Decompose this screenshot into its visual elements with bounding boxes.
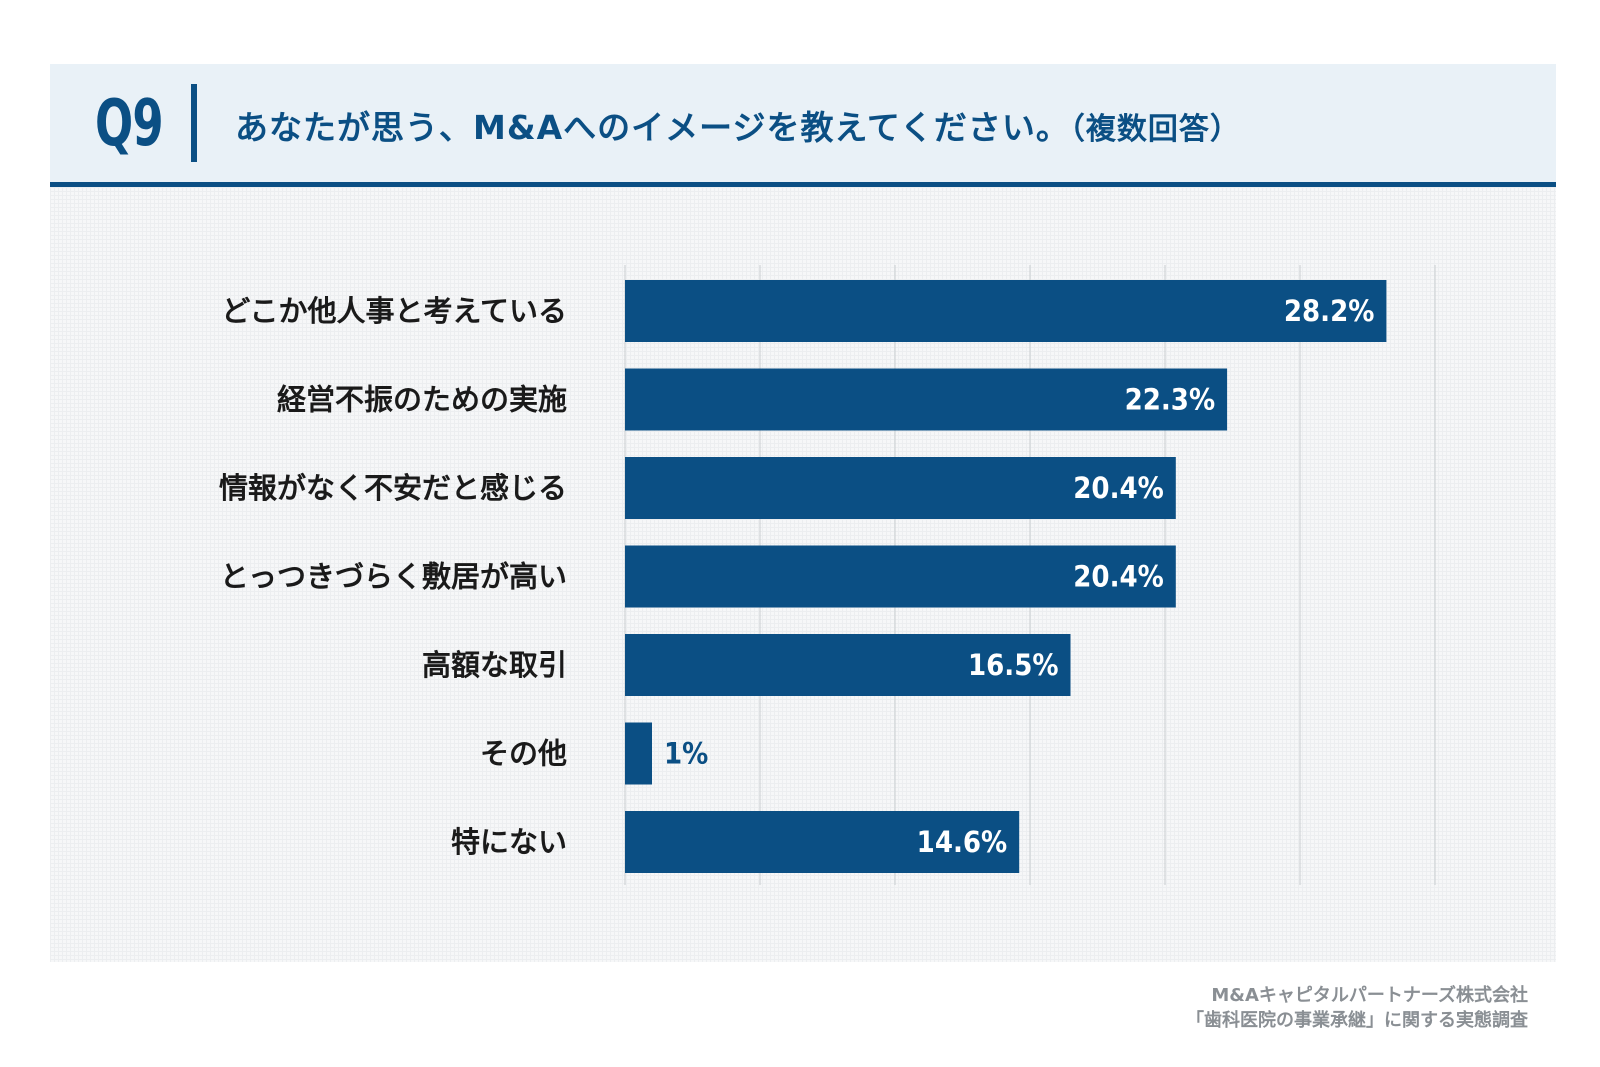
value-label: 1% [664,737,708,771]
question-header [50,64,1556,182]
question-number: Q9 [95,87,164,161]
category-label: 特にない [451,825,567,859]
question-note: （複数回答） [1069,112,1241,147]
question-text: あなたが思う、M&Aへのイメージを教えてください。 [235,108,1070,147]
credit-survey: 「歯科医院の事業承継」に関する実態調査 [1186,1010,1528,1031]
bar [625,280,1387,342]
category-label: どこか他人事と考えている [221,294,567,328]
credit-company: M&Aキャピタルパートナーズ株式会社 [1211,985,1528,1006]
value-label: 16.5% [968,648,1059,682]
bar [625,811,1020,873]
source-credit: M&Aキャピタルパートナーズ株式会社 「歯科医院の事業承継」に関する実態調査 [1186,983,1528,1033]
bar [625,457,1176,519]
question-title: あなたが思う、M&Aへのイメージを教えてください。（複数回答） [235,98,1241,158]
question-divider [191,84,197,162]
value-label: 20.4% [1073,471,1164,505]
category-label: とっつきづらく敷居が高い [220,560,567,594]
value-label: 14.6% [917,825,1008,859]
bar [625,545,1176,608]
bar [625,722,652,785]
bar [625,634,1071,696]
category-label: 情報がなく不安だと感じる [219,471,567,505]
header-underline [50,182,1556,187]
value-label: 22.3% [1125,383,1216,417]
category-label: その他 [480,737,567,771]
category-label: 経営不振のための実施 [277,383,567,417]
value-label: 28.2% [1284,294,1375,328]
category-label: 高額な取引 [422,648,567,682]
bar [625,368,1228,431]
value-label: 20.4% [1073,560,1164,594]
